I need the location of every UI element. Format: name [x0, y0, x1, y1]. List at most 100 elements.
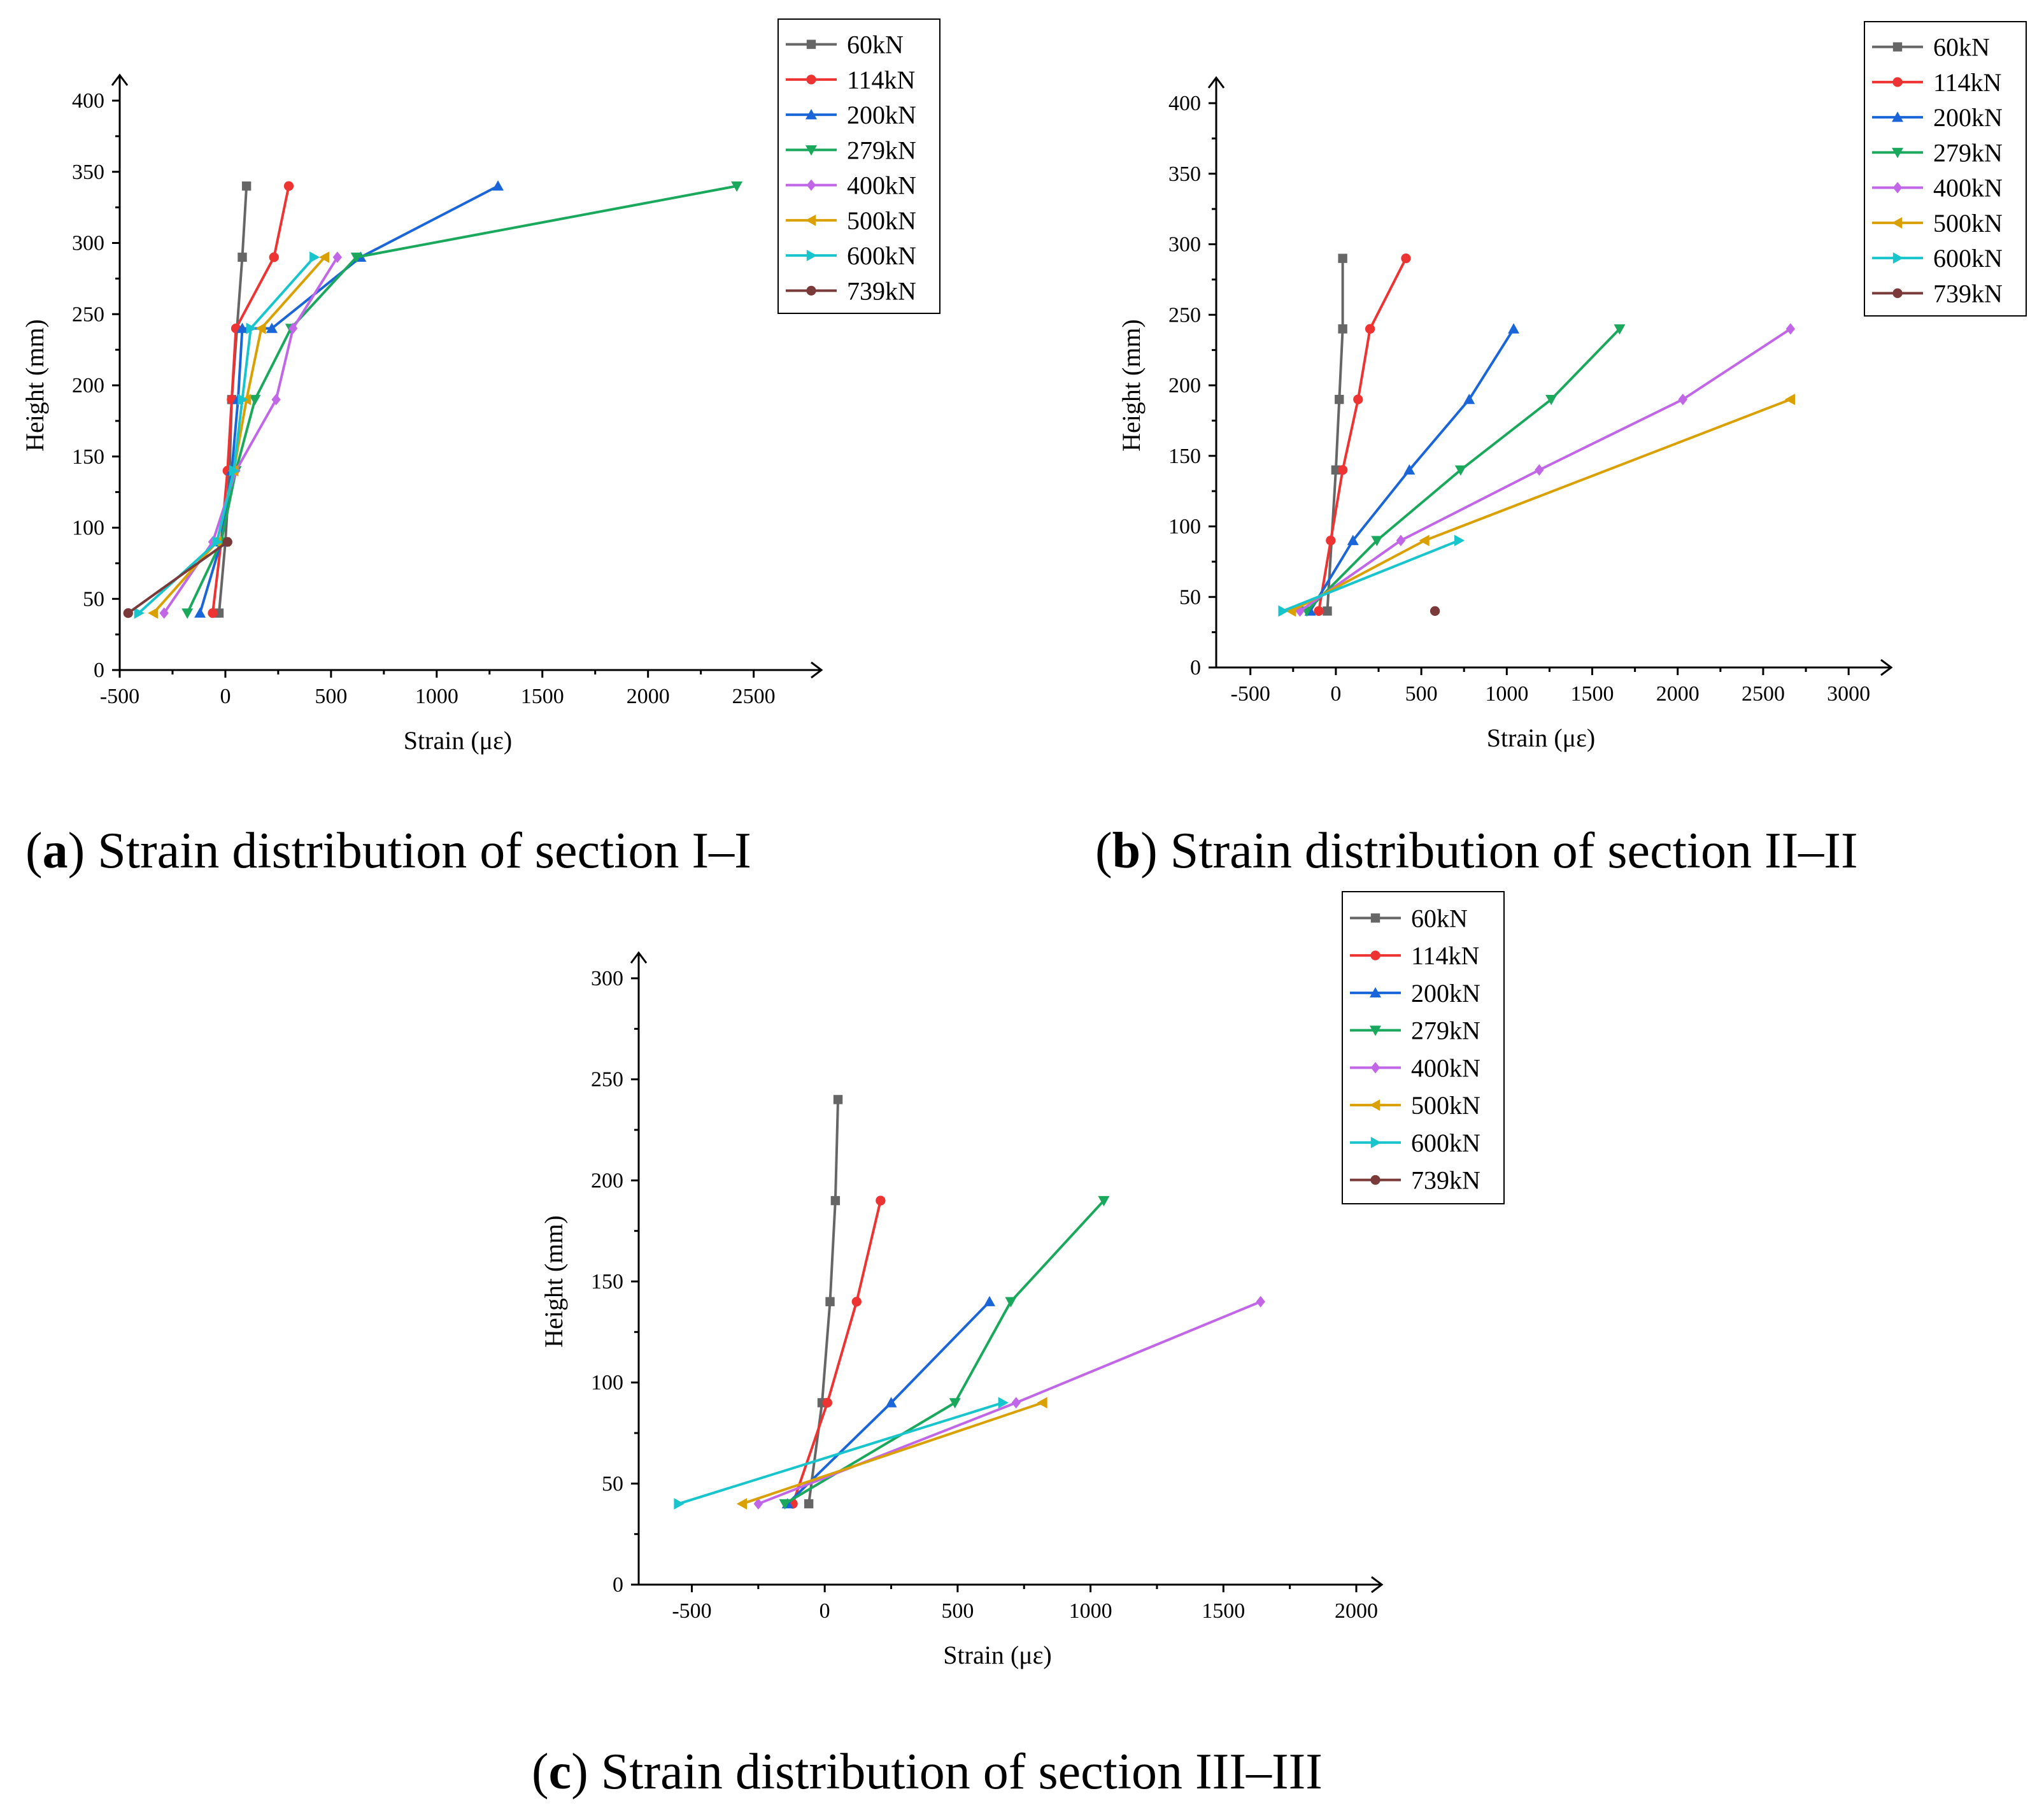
legend-marker — [1892, 182, 1903, 194]
x-tick-label: 2500 — [732, 685, 776, 708]
series-600kN — [134, 251, 320, 619]
caption-close: ) — [571, 1744, 588, 1800]
data-point — [949, 1398, 961, 1409]
data-point — [318, 251, 330, 263]
y-axis-label: Height (mm) — [1117, 319, 1146, 452]
data-point — [236, 322, 248, 333]
chart-a: -500 0 500 1000 1500 2000 2500 0 50 100 150 200 250 3… — [20, 18, 940, 879]
legend-marker — [1892, 252, 1903, 264]
series-279kN — [181, 181, 743, 619]
legend-label: 200kN — [1933, 103, 2003, 132]
legend-item: 60kN — [1350, 904, 1468, 932]
legend-item: 279kN — [1350, 1017, 1480, 1045]
data-point — [1347, 534, 1359, 545]
data-point — [222, 537, 232, 547]
series-200kN — [781, 1295, 995, 1509]
y-tick-label: 250 — [591, 1068, 623, 1092]
legend-item: 114kN — [1872, 68, 2001, 97]
data-point — [825, 1297, 835, 1306]
data-point — [1614, 324, 1626, 335]
legend-label: 600kN — [847, 241, 916, 270]
y-tick-label: 250 — [1168, 303, 1201, 327]
data-point — [1037, 1397, 1047, 1409]
x-axis-label: Strain (με) — [1487, 724, 1595, 752]
series-739kN — [1430, 606, 1440, 617]
data-point — [266, 322, 278, 333]
y-axis-label: Height (mm) — [20, 319, 49, 452]
legend-item: 200kN — [786, 101, 916, 129]
series-line-600kN — [138, 256, 315, 615]
x-tick-label: 1000 — [1485, 682, 1528, 706]
data-point — [1508, 323, 1520, 334]
y-axis-arrow — [630, 951, 648, 964]
caption: (b) Strain distribution of section II–II — [1095, 823, 1858, 879]
legend-marker — [1892, 217, 1903, 229]
series-line-500kN — [742, 1401, 1044, 1505]
legend-label: 200kN — [847, 101, 916, 129]
data-point — [238, 252, 247, 262]
data-point — [1278, 605, 1289, 617]
y-tick-label: 200 — [72, 374, 104, 397]
data-point — [851, 1297, 862, 1307]
data-point — [1256, 1295, 1265, 1308]
y-tick-label: 50 — [1179, 585, 1201, 609]
legend-marker — [1892, 77, 1903, 87]
data-point — [876, 1195, 886, 1206]
data-point — [833, 1095, 843, 1104]
data-point — [1545, 394, 1558, 406]
data-point — [350, 252, 362, 263]
legend-marker — [806, 75, 816, 85]
x-axis-label: Strain (με) — [404, 726, 512, 755]
series-60kN — [1323, 253, 1347, 616]
legend-label: 114kN — [1933, 68, 2001, 97]
legend-item: 600kN — [1350, 1129, 1480, 1157]
data-point — [246, 322, 257, 334]
data-point — [1323, 606, 1332, 616]
legend-label: 114kN — [1411, 941, 1479, 970]
x-tick-label: 2500 — [1742, 682, 1785, 706]
legend-marker — [1370, 1099, 1380, 1111]
legend-item: 500kN — [1872, 209, 2003, 238]
data-point — [1011, 1397, 1021, 1409]
series-line-279kN — [186, 185, 737, 614]
data-point — [309, 251, 320, 263]
data-point — [123, 608, 133, 618]
data-point — [674, 1498, 685, 1510]
series-60kN — [804, 1095, 843, 1509]
legend-label: 400kN — [1411, 1053, 1480, 1082]
legend-label: 739kN — [1933, 279, 2003, 308]
caption: (a) Strain distribution of section I–I — [25, 823, 751, 879]
legend-label: 600kN — [1411, 1129, 1480, 1157]
data-point — [822, 1397, 833, 1408]
data-point — [332, 251, 343, 263]
legend-item: 400kN — [1872, 174, 2003, 203]
caption-text: Strain distribution of section I–I — [85, 823, 751, 879]
caption-text: Strain distribution of section III–III — [588, 1744, 1323, 1800]
data-point — [208, 608, 218, 618]
y-tick-label: 0 — [94, 659, 104, 682]
data-point — [1403, 464, 1416, 475]
legend-label: 400kN — [1933, 174, 2003, 203]
x-tick-label: 500 — [315, 685, 347, 708]
legend-marker — [806, 179, 816, 191]
series-400kN — [159, 251, 343, 619]
series-600kN — [1278, 534, 1465, 617]
legend-marker — [1370, 1174, 1380, 1185]
series-114kN — [788, 1195, 886, 1509]
data-point — [830, 1195, 841, 1206]
legend-label: 500kN — [1411, 1091, 1480, 1120]
data-point — [1678, 394, 1687, 406]
y-tick-label: 150 — [1168, 445, 1201, 468]
legend-item: 114kN — [1350, 941, 1479, 970]
x-tick-label: 1500 — [1571, 682, 1614, 706]
data-point — [1338, 324, 1347, 334]
y-tick-label: 200 — [1168, 374, 1201, 397]
data-point — [1337, 465, 1348, 475]
caption: (c) Strain distribution of section III–I… — [532, 1744, 1323, 1800]
legend-label: 500kN — [847, 206, 916, 235]
legend-marker — [806, 39, 816, 49]
data-point — [1419, 534, 1430, 546]
data-point — [1784, 394, 1796, 406]
series-line-739kN — [127, 541, 229, 615]
series-line-60kN — [1326, 258, 1344, 611]
